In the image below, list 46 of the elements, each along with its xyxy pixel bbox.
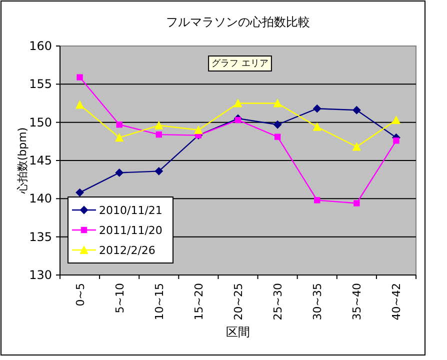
point bbox=[234, 99, 242, 108]
x-axis-title: 区間 bbox=[226, 325, 250, 339]
point bbox=[154, 167, 163, 176]
point bbox=[354, 200, 360, 206]
x-tick-label: 5~10 bbox=[113, 283, 126, 314]
y-tick-label: 160 bbox=[29, 39, 52, 53]
y-tick-label: 145 bbox=[29, 154, 52, 168]
legend-label: 2012/2/26 bbox=[99, 244, 156, 257]
point bbox=[352, 106, 361, 114]
point bbox=[116, 122, 122, 128]
x-tick-label: 35~40 bbox=[350, 283, 364, 320]
point bbox=[76, 100, 84, 109]
x-tick-label: 10~15 bbox=[152, 283, 166, 320]
point bbox=[194, 126, 202, 134]
x-tick-label: 0~5 bbox=[74, 283, 87, 306]
x-tick-label: 20~25 bbox=[232, 283, 245, 320]
chart-title: フルマラソンの心拍数比較 bbox=[166, 15, 310, 29]
y-tick-label: 150 bbox=[29, 115, 52, 130]
point bbox=[274, 120, 282, 129]
point bbox=[154, 121, 163, 130]
legend-label: 2011/11/20 bbox=[99, 224, 162, 237]
y-tick-label: 130 bbox=[29, 268, 52, 282]
point bbox=[234, 116, 242, 124]
point bbox=[393, 138, 400, 144]
point bbox=[352, 142, 361, 151]
x-tick-label: 40~42 bbox=[390, 283, 404, 320]
point bbox=[274, 134, 281, 140]
x-tick-label: 25~30 bbox=[272, 283, 285, 320]
point bbox=[274, 99, 282, 108]
point bbox=[76, 188, 84, 197]
point bbox=[314, 197, 320, 204]
x-tick-label: 30~35 bbox=[311, 283, 324, 320]
y-tick-label: 155 bbox=[29, 77, 52, 92]
legend-label: 2010/11/21 bbox=[99, 204, 162, 217]
point bbox=[115, 134, 124, 142]
y-tick-label: 140 bbox=[29, 192, 52, 206]
point bbox=[392, 116, 400, 124]
x-tick-label: 15~20 bbox=[192, 283, 206, 320]
annotation: グラフ エリア bbox=[212, 58, 268, 69]
point bbox=[313, 122, 322, 131]
point bbox=[313, 104, 322, 113]
y-tick-label: 135 bbox=[29, 230, 52, 244]
y-axis-title: 心拍数(bpm) bbox=[16, 127, 29, 195]
point bbox=[156, 131, 162, 138]
point bbox=[76, 74, 83, 80]
point bbox=[115, 168, 124, 177]
